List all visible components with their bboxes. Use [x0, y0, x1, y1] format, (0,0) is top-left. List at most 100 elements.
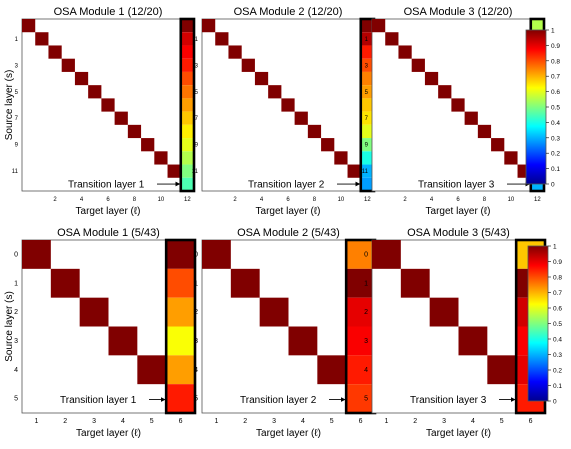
- colorbar-tick-label: 0.2: [551, 151, 560, 158]
- diagonal-cell: [202, 240, 231, 269]
- y-tick-label: 5: [195, 90, 199, 96]
- diagonal-cell: [411, 58, 425, 72]
- transition-cell: [166, 297, 195, 327]
- x-tick-label: 8: [133, 197, 137, 203]
- diagonal-cell: [254, 71, 269, 86]
- diagonal-cell: [22, 19, 36, 33]
- colorbar-tick-label: 0.4: [551, 120, 560, 127]
- diagonal-cell: [288, 326, 318, 356]
- x-tick-label: 10: [338, 197, 345, 203]
- x-tick-label: 4: [121, 418, 125, 425]
- transition-cell: [180, 124, 194, 139]
- diagonal-cell: [438, 85, 452, 99]
- diagonal-cell: [487, 355, 517, 385]
- diagonal-cell: [22, 240, 51, 269]
- transition-cell: [360, 85, 374, 99]
- x-tick-label: 5: [500, 418, 504, 425]
- transition-cell: [346, 268, 375, 298]
- colorbar: [527, 245, 549, 402]
- transition-cell: [360, 98, 374, 112]
- x-axis-label: Target layer (ℓ): [76, 428, 141, 439]
- y-tick-label: 9: [195, 143, 199, 149]
- y-tick-label: 7: [195, 116, 199, 122]
- colorbar-tick-label: 0.5: [553, 321, 562, 328]
- diagonal-cell: [230, 268, 260, 298]
- transition-cell: [360, 177, 374, 191]
- panel-title: OSA Module 3 (12/20): [404, 6, 513, 18]
- x-tick-label: 6: [456, 197, 460, 203]
- colorbar-tick-label: 1: [551, 28, 555, 35]
- diagonal-cell: [464, 111, 478, 125]
- transition-cell: [166, 326, 195, 356]
- colorbar-tick-label: 0.7: [553, 290, 562, 297]
- colorbar-tick-label: 0.1: [553, 383, 562, 390]
- colorbar-tick-label: 0.3: [551, 135, 560, 142]
- x-tick-label: 2: [53, 197, 57, 203]
- transition-cell: [360, 151, 374, 165]
- diagonal-cell: [424, 71, 439, 86]
- y-tick-label: 0: [194, 251, 198, 258]
- y-tick-label: 1: [194, 280, 198, 287]
- y-tick-label: 0: [14, 251, 18, 258]
- diagonal-cell: [334, 151, 348, 165]
- y-tick-label: 11: [362, 169, 369, 175]
- y-tick-label: 11: [192, 169, 199, 175]
- x-axis-label: Target layer (ℓ): [256, 428, 321, 439]
- y-tick-label: 2: [194, 309, 198, 316]
- y-tick-label: 1: [195, 37, 199, 43]
- colorbar-tick-label: 0: [551, 182, 555, 189]
- y-tick-label: 1: [14, 280, 18, 287]
- diagonal-cell: [48, 45, 62, 59]
- x-tick-label: 2: [63, 418, 67, 425]
- x-tick-label: 12: [364, 197, 371, 203]
- y-tick-label: 4: [364, 367, 368, 374]
- colorbar-tick-label: 0: [553, 399, 557, 406]
- x-tick-label: 4: [471, 418, 475, 425]
- diagonal-cell: [317, 355, 347, 385]
- transition-cell: [360, 71, 374, 86]
- colorbar-tick-label: 0.9: [553, 259, 562, 266]
- transition-cell: [346, 297, 375, 327]
- x-tick-label: 6: [106, 197, 110, 203]
- x-tick-label: 4: [80, 197, 84, 203]
- transition-label: Transition layer 1: [60, 395, 137, 406]
- transition-cell: [180, 151, 194, 165]
- transition-cell: [180, 85, 194, 99]
- transition-cell: [360, 164, 374, 178]
- transition-cell: [166, 268, 195, 298]
- diagonal-cell: [451, 98, 465, 112]
- y-tick-label: 1: [364, 280, 368, 287]
- x-tick-label: 4: [301, 418, 305, 425]
- transition-cell: [346, 326, 375, 356]
- panel-title: OSA Module 1 (5/43): [57, 227, 160, 239]
- y-axis-label: Source layer (s): [4, 291, 15, 362]
- colorbar: [525, 29, 547, 185]
- x-tick-label: 8: [483, 197, 487, 203]
- diagonal-cell: [294, 111, 308, 125]
- transition-column-outline: [164, 238, 197, 415]
- transition-cell: [180, 19, 194, 33]
- y-tick-label: 4: [14, 367, 18, 374]
- y-tick-label: 1: [365, 37, 369, 43]
- transition-cell: [360, 58, 374, 72]
- x-tick-label: 10: [508, 197, 515, 203]
- y-axis-label: Source layer (s): [4, 70, 15, 141]
- colorbar-tick-label: 0.5: [551, 105, 560, 112]
- x-tick-label: 5: [150, 418, 154, 425]
- transition-cell: [180, 164, 194, 178]
- diagonal-cell: [228, 45, 242, 59]
- transition-cell: [360, 32, 374, 46]
- diagonal-cell: [50, 268, 80, 298]
- diagonal-cell: [321, 138, 335, 152]
- transition-cell: [346, 240, 375, 269]
- y-tick-label: 3: [15, 63, 19, 69]
- y-tick-label: 2: [364, 309, 368, 316]
- diagonal-cell: [429, 297, 459, 327]
- x-tick-label: 5: [330, 418, 334, 425]
- x-tick-label: 4: [260, 197, 264, 203]
- diagonal-cell: [385, 32, 399, 46]
- y-tick-label: 3: [365, 63, 369, 69]
- transition-cell: [166, 240, 195, 269]
- y-tick-label: 11: [12, 169, 19, 175]
